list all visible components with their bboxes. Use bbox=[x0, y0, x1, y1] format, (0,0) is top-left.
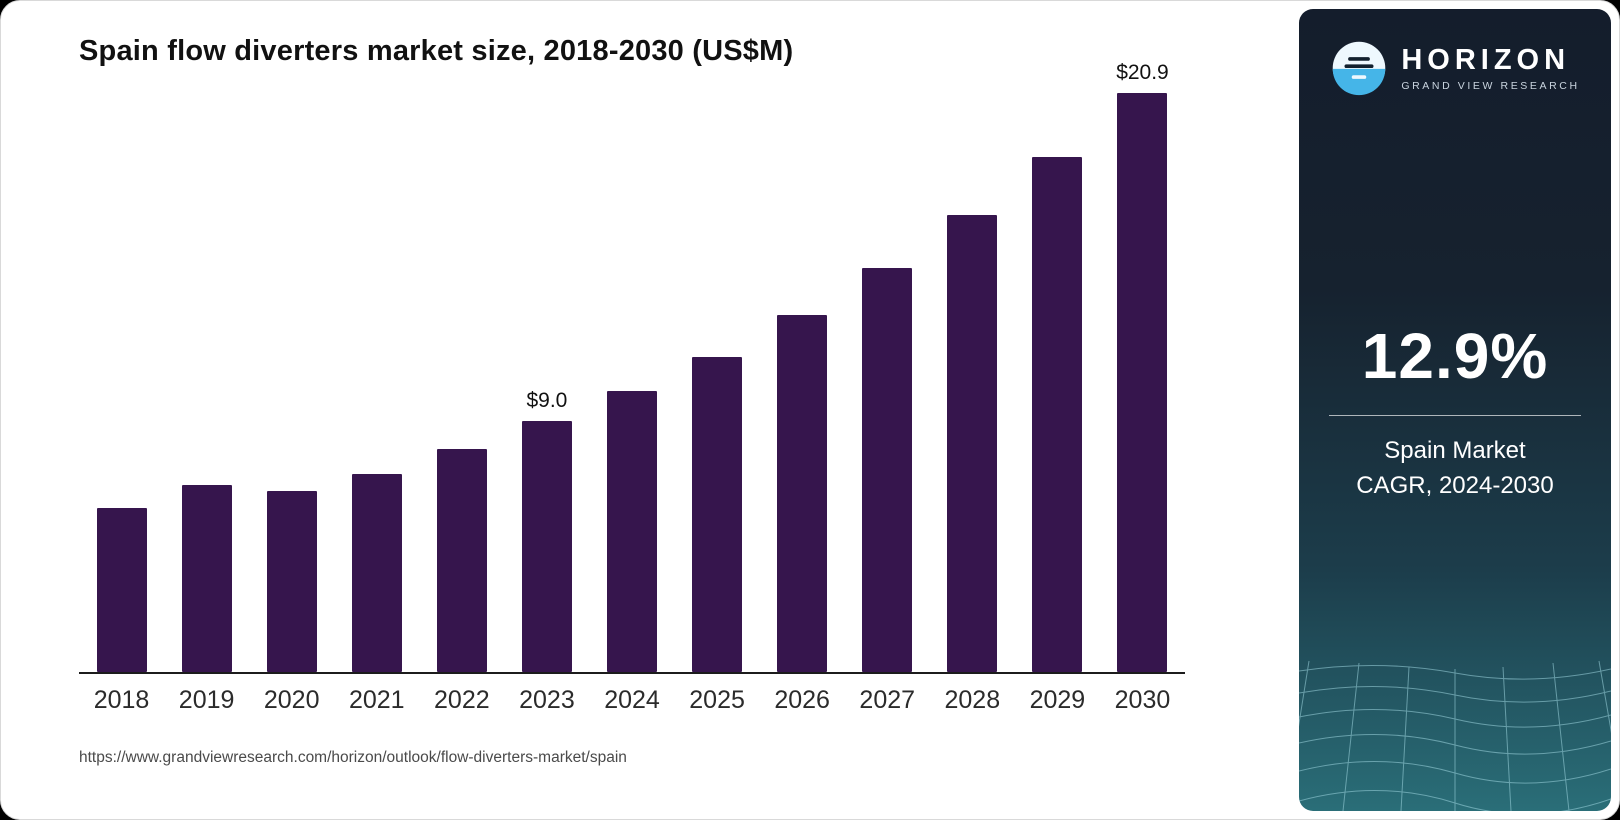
x-axis-label: 2029 bbox=[1029, 686, 1086, 714]
x-axis-label: 2027 bbox=[859, 686, 916, 714]
bar bbox=[96, 508, 147, 672]
bar-column bbox=[1015, 61, 1100, 672]
x-axis-label: 2028 bbox=[944, 686, 1001, 714]
source-url: https://www.grandviewresearch.com/horizo… bbox=[79, 749, 627, 766]
bar bbox=[181, 485, 232, 672]
bar-column bbox=[845, 61, 930, 672]
bar bbox=[692, 357, 743, 672]
wireframe-mesh-decoration bbox=[1299, 660, 1611, 811]
bar-chart: $9.0 $20.9 2018 2019 2020 2021 2022 2023 2024 20… bbox=[79, 61, 1185, 715]
x-axis-label: 2030 bbox=[1114, 686, 1171, 714]
stat-divider bbox=[1329, 415, 1581, 416]
x-axis-label: 2022 bbox=[434, 686, 490, 714]
bar-column bbox=[164, 61, 249, 672]
x-axis-label: 2020 bbox=[263, 686, 320, 714]
x-axis: 2018 2019 2020 2021 2022 2023 2024 2025 2026 2027… bbox=[79, 674, 1185, 715]
x-axis-label: 2023 bbox=[519, 686, 575, 714]
bar-column bbox=[675, 61, 760, 672]
x-axis-label: 2026 bbox=[774, 686, 830, 714]
x-axis-label: 2025 bbox=[689, 686, 745, 714]
cagr-label: Spain Market CAGR, 2024-2030 bbox=[1299, 434, 1611, 504]
bar-column: $20.9 bbox=[1100, 61, 1185, 672]
bar bbox=[777, 315, 828, 672]
brand-text: HORIZON GRAND VIEW RESEARCH bbox=[1401, 44, 1579, 92]
bar bbox=[947, 215, 998, 672]
bar bbox=[1032, 157, 1083, 672]
brand-header: HORIZON GRAND VIEW RESEARCH bbox=[1299, 9, 1611, 97]
cagr-stat: 12.9% Spain Market CAGR, 2024-2030 bbox=[1299, 319, 1611, 504]
x-axis-label: 2019 bbox=[178, 686, 235, 714]
bar bbox=[266, 491, 317, 672]
bar bbox=[521, 421, 572, 672]
x-axis-label: 2018 bbox=[93, 686, 150, 714]
bar bbox=[862, 268, 913, 672]
bar bbox=[1117, 93, 1168, 672]
x-axis-label: 2021 bbox=[348, 686, 405, 714]
bar-chart-plot-area: $9.0 $20.9 bbox=[79, 61, 1185, 674]
bar-column bbox=[334, 61, 419, 672]
brand-name: HORIZON bbox=[1401, 44, 1571, 76]
bar-value-label: $9.0 bbox=[526, 389, 568, 412]
cagr-label-line2: CAGR, 2024-2030 bbox=[1356, 471, 1554, 499]
bar-column bbox=[760, 61, 845, 672]
bar bbox=[351, 474, 402, 672]
bar-column bbox=[249, 61, 334, 672]
bar-value-label: $20.9 bbox=[1116, 61, 1169, 84]
chart-title: Spain flow diverters market size, 2018-2… bbox=[79, 35, 794, 67]
bar bbox=[436, 449, 487, 672]
horizon-logo-icon bbox=[1330, 39, 1388, 97]
bar-column bbox=[930, 61, 1015, 672]
bar-column bbox=[419, 61, 504, 672]
cagr-value: 12.9% bbox=[1361, 320, 1549, 392]
cagr-label-line1: Spain Market bbox=[1384, 437, 1526, 464]
bar-column: $9.0 bbox=[504, 61, 589, 672]
brand-panel: HORIZON GRAND VIEW RESEARCH 12.9% Spain … bbox=[1299, 9, 1611, 811]
bar-column bbox=[79, 61, 164, 672]
bar bbox=[607, 391, 657, 672]
x-axis-label: 2024 bbox=[604, 686, 660, 714]
brand-subtitle: GRAND VIEW RESEARCH bbox=[1401, 80, 1580, 92]
bar-column bbox=[589, 61, 674, 672]
